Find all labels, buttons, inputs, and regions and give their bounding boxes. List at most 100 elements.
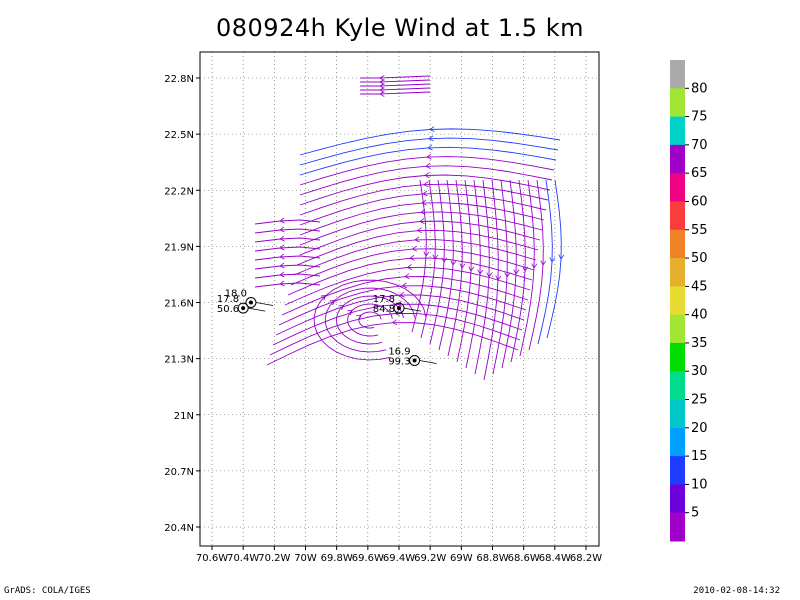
streamline-arrow — [422, 190, 428, 197]
streamline — [272, 303, 523, 346]
y-tick-label: 21.3N — [164, 355, 194, 366]
colorbar-label: 60 — [691, 194, 708, 209]
colorbar-label: 80 — [691, 81, 708, 96]
streamline-arrow — [338, 304, 345, 311]
streamline-arrow — [421, 199, 427, 206]
streamline — [254, 273, 321, 279]
x-tick-label: 70W — [294, 553, 317, 564]
streamline-arrow — [426, 153, 432, 160]
streamline-arrow — [504, 272, 511, 278]
streamline-arrow — [513, 269, 520, 275]
streamline-arrow — [428, 135, 434, 142]
streamline-arrow — [522, 266, 529, 272]
y-tick-label: 21.9N — [164, 242, 194, 253]
streamline-arrow — [279, 280, 285, 287]
streamline-arrow — [279, 271, 285, 278]
colorbar-label: 5 — [691, 506, 699, 521]
streamline-arrow — [416, 227, 423, 234]
storm-track-segment — [248, 307, 266, 312]
streamline-arrow — [441, 257, 448, 263]
colorbar-label: 25 — [691, 393, 708, 408]
streamline-arrow — [427, 144, 433, 151]
colorbar-label: 30 — [691, 364, 708, 379]
x-tick-label: 70.6W — [196, 553, 228, 564]
colorbar-label: 50 — [691, 251, 708, 266]
streamline-arrow — [549, 257, 556, 263]
streamline-arrow — [423, 251, 430, 257]
colorbar-label: 65 — [691, 166, 708, 181]
streamline — [299, 156, 555, 186]
storm-center-dot — [397, 306, 401, 311]
y-tick-label: 22.2N — [164, 186, 194, 197]
y-tick-label: 21N — [174, 411, 194, 422]
colorbar-swatch — [670, 144, 685, 174]
streamline-arrow — [379, 91, 385, 97]
streamline-arrow — [540, 260, 547, 266]
x-tick-label: 68.4W — [539, 553, 571, 564]
colorbar-label: 40 — [691, 308, 708, 323]
colorbar-label: 45 — [691, 279, 708, 294]
colorbar-label: 55 — [691, 223, 708, 238]
streamlines — [254, 75, 565, 381]
colorbar-swatch — [670, 201, 685, 231]
streamline-arrow — [558, 254, 565, 260]
colorbar-label: 20 — [691, 421, 708, 436]
streamline-arrow — [468, 266, 475, 272]
colorbar-swatch — [670, 512, 685, 542]
colorbar-swatch — [670, 399, 685, 429]
streamline-arrow — [279, 253, 285, 260]
streamline — [293, 239, 537, 276]
y-tick-label: 20.7N — [164, 467, 194, 478]
streamline-arrow — [429, 126, 435, 133]
x-tick-label: 69.6W — [352, 553, 384, 564]
streamline-arrow — [419, 218, 425, 224]
streamline — [254, 255, 321, 261]
streamline-arrow — [379, 75, 385, 81]
storm-marker-label: 17.8 — [373, 294, 395, 305]
streamline — [360, 91, 431, 95]
streamline — [299, 146, 557, 176]
storm-center-dot — [248, 300, 253, 305]
storm-track-segment — [419, 360, 437, 364]
streamline — [360, 83, 431, 87]
streamline — [254, 282, 321, 288]
grid-lines — [200, 52, 599, 546]
x-tick-label: 69.8W — [321, 553, 353, 564]
colorbar-swatch — [670, 484, 685, 514]
streamline-arrow — [379, 83, 385, 89]
streamline-arrow — [396, 300, 403, 307]
colorbar-label: 15 — [691, 449, 708, 464]
streamline-arrow — [279, 226, 285, 233]
streamline — [254, 264, 321, 270]
streamline-arrow — [379, 87, 385, 93]
streamline — [254, 237, 321, 243]
x-tick-label: 69.4W — [383, 553, 415, 564]
streamline-arrow — [379, 79, 385, 85]
colorbar-label: 35 — [691, 336, 708, 351]
y-tick-label: 22.5N — [164, 130, 194, 141]
storm-marker-label: 99.3 — [388, 356, 410, 367]
colorbar-label: 10 — [691, 477, 708, 492]
streamline-arrow — [423, 181, 429, 188]
streamline-arrow — [486, 272, 493, 278]
streamline — [360, 87, 431, 91]
storm-marker-label: 16.9 — [388, 346, 410, 357]
y-tick-label: 21.6N — [164, 299, 194, 310]
streamline — [360, 79, 431, 83]
streamline-arrow — [394, 310, 400, 316]
streamline — [360, 75, 431, 79]
streamline-arrow — [411, 245, 418, 252]
streamline-arrow — [409, 254, 415, 261]
streamline-arrow — [450, 260, 457, 266]
storm-center-dot — [412, 358, 417, 363]
streamline-arrow — [432, 254, 439, 260]
y-axis-ticks: 20.4N 20.7N 21N 21.3N 21.6N 21.9N 22.2N 22.5N 22… — [164, 74, 200, 534]
storm-track-segment — [255, 302, 274, 306]
chart-title: 080924h Kyle Wind at 1.5 km — [216, 14, 584, 42]
colorbar-swatch — [670, 173, 685, 202]
streamline — [324, 287, 416, 353]
streamline-arrow — [279, 262, 285, 269]
streamline-arrow — [531, 263, 538, 269]
streamline — [296, 229, 539, 266]
